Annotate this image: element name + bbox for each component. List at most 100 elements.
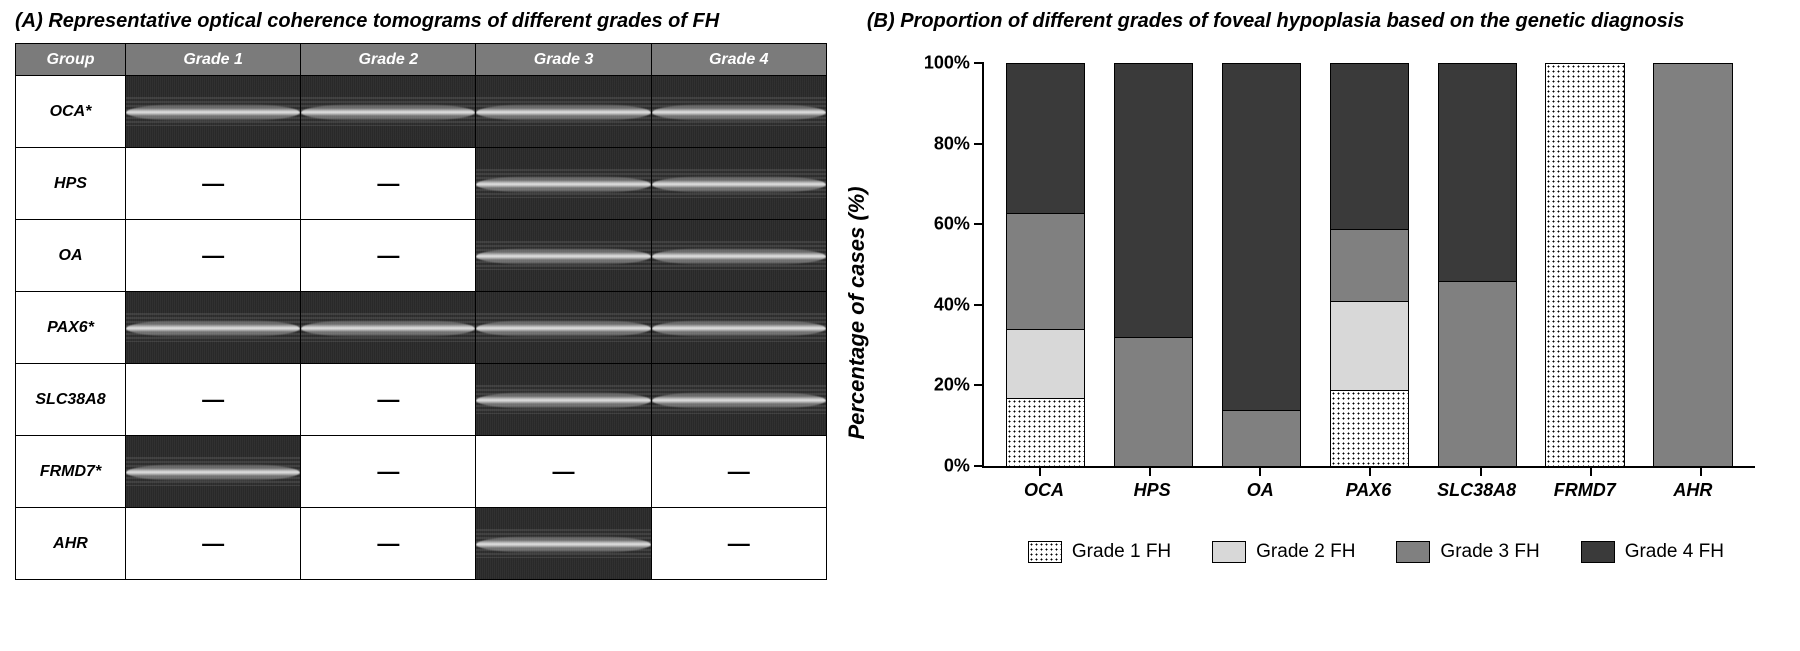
y-axis-label: Percentage of cases (%) bbox=[844, 186, 870, 439]
x-tick bbox=[1590, 466, 1592, 476]
oct-tomogram-image bbox=[301, 76, 475, 147]
bar-segment bbox=[1115, 64, 1192, 337]
x-axis-label: OCA bbox=[1004, 480, 1083, 501]
bar-segment bbox=[1331, 229, 1408, 301]
row-label: PAX6* bbox=[16, 292, 126, 364]
table-header-group: Group bbox=[16, 44, 126, 76]
oct-tomogram-image bbox=[476, 508, 650, 579]
oct-image-cell bbox=[651, 76, 826, 148]
row-label: HPS bbox=[16, 148, 126, 220]
empty-cell: — bbox=[126, 148, 301, 220]
empty-cell: — bbox=[126, 220, 301, 292]
dash-icon: — bbox=[728, 531, 750, 556]
dash-icon: — bbox=[377, 459, 399, 484]
oct-tomogram-image bbox=[476, 364, 650, 435]
chart-legend: Grade 1 FH Grade 2 FH Grade 3 FH Grade 4 FH bbox=[987, 541, 1765, 563]
oct-tomogram-image bbox=[652, 148, 826, 219]
panel-a-title: (A) Representative optical coherence tom… bbox=[15, 10, 827, 33]
dash-icon: — bbox=[202, 243, 224, 268]
bar-segment bbox=[1007, 398, 1084, 466]
oct-tomogram-image bbox=[476, 220, 650, 291]
panel-b: (B) Proportion of different grades of fo… bbox=[847, 10, 1785, 641]
stacked-bar bbox=[1545, 63, 1624, 466]
oct-image-cell bbox=[476, 364, 651, 436]
oct-tomogram-image bbox=[652, 364, 826, 435]
empty-cell: — bbox=[476, 436, 651, 508]
bar-segment bbox=[1439, 281, 1516, 466]
dash-icon: — bbox=[377, 531, 399, 556]
oct-tomogram-image bbox=[476, 292, 650, 363]
oct-image-cell bbox=[651, 364, 826, 436]
legend-swatch bbox=[1396, 541, 1430, 563]
empty-cell: — bbox=[126, 364, 301, 436]
table-row: SLC38A8—— bbox=[16, 364, 827, 436]
bars-group bbox=[984, 63, 1755, 466]
x-axis-labels: OCAHPSOAPAX6SLC38A8FRMD7AHR bbox=[982, 480, 1755, 501]
x-tick bbox=[1700, 466, 1702, 476]
oct-image-cell bbox=[476, 76, 651, 148]
table-row: FRMD7*——— bbox=[16, 436, 827, 508]
row-label: SLC38A8 bbox=[16, 364, 126, 436]
x-axis-label: OA bbox=[1221, 480, 1300, 501]
legend-item: Grade 1 FH bbox=[1028, 541, 1171, 563]
y-tick-label: 80% bbox=[934, 133, 984, 154]
bar-segment bbox=[1223, 410, 1300, 466]
dash-icon: — bbox=[377, 387, 399, 412]
oct-image-cell bbox=[301, 292, 476, 364]
bar-segment bbox=[1007, 213, 1084, 330]
empty-cell: — bbox=[651, 436, 826, 508]
oct-tomogram-image bbox=[301, 292, 475, 363]
table-row: PAX6* bbox=[16, 292, 827, 364]
table-row: OA — — bbox=[16, 220, 827, 292]
oct-image-cell bbox=[301, 76, 476, 148]
oct-tomogram-image bbox=[652, 292, 826, 363]
oct-image-cell bbox=[651, 220, 826, 292]
oct-image-cell bbox=[476, 292, 651, 364]
bar-segment bbox=[1331, 301, 1408, 389]
oct-image-cell bbox=[126, 436, 301, 508]
y-tick-label: 40% bbox=[934, 294, 984, 315]
legend-label: Grade 2 FH bbox=[1256, 541, 1355, 563]
legend-item: Grade 2 FH bbox=[1212, 541, 1355, 563]
dash-icon: — bbox=[202, 171, 224, 196]
empty-cell: — bbox=[301, 220, 476, 292]
legend-item: Grade 3 FH bbox=[1396, 541, 1539, 563]
table-header-grade: Grade 1 bbox=[126, 44, 301, 76]
oct-tomogram-image bbox=[476, 148, 650, 219]
y-tick-label: 60% bbox=[934, 214, 984, 235]
row-label: OCA* bbox=[16, 76, 126, 148]
table-header-grade: Grade 4 bbox=[651, 44, 826, 76]
bar-segment bbox=[1331, 390, 1408, 466]
bar-segment bbox=[1331, 64, 1408, 229]
oct-tomogram-image bbox=[476, 76, 650, 147]
x-axis-label: PAX6 bbox=[1329, 480, 1408, 501]
legend-swatch bbox=[1212, 541, 1246, 563]
bar-segment bbox=[1546, 64, 1623, 466]
dash-icon: — bbox=[377, 243, 399, 268]
table-header-grade: Grade 2 bbox=[301, 44, 476, 76]
bar-segment bbox=[1007, 329, 1084, 397]
table-row: HPS—— bbox=[16, 148, 827, 220]
bar-segment bbox=[1439, 64, 1516, 281]
oct-image-cell bbox=[476, 508, 651, 580]
legend-swatch bbox=[1581, 541, 1615, 563]
empty-cell: — bbox=[651, 508, 826, 580]
y-tick-label: 0% bbox=[944, 456, 984, 477]
stacked-bar bbox=[1006, 63, 1085, 466]
stacked-bar bbox=[1222, 63, 1301, 466]
oct-tomogram-image bbox=[652, 220, 826, 291]
y-tick-label: 100% bbox=[924, 53, 984, 74]
row-label: OA bbox=[16, 220, 126, 292]
row-label: AHR bbox=[16, 508, 126, 580]
dash-icon: — bbox=[202, 531, 224, 556]
stacked-bar bbox=[1653, 63, 1732, 466]
oct-tomogram-image bbox=[126, 292, 300, 363]
empty-cell: — bbox=[126, 508, 301, 580]
legend-swatch bbox=[1028, 541, 1062, 563]
empty-cell: — bbox=[301, 364, 476, 436]
figure-container: (A) Representative optical coherence tom… bbox=[0, 0, 1800, 651]
legend-label: Grade 1 FH bbox=[1072, 541, 1171, 563]
legend-item: Grade 4 FH bbox=[1581, 541, 1724, 563]
stacked-bar-chart: Percentage of cases (%) 0%20%40%60%80%10… bbox=[867, 43, 1785, 583]
bar-segment bbox=[1654, 64, 1731, 466]
